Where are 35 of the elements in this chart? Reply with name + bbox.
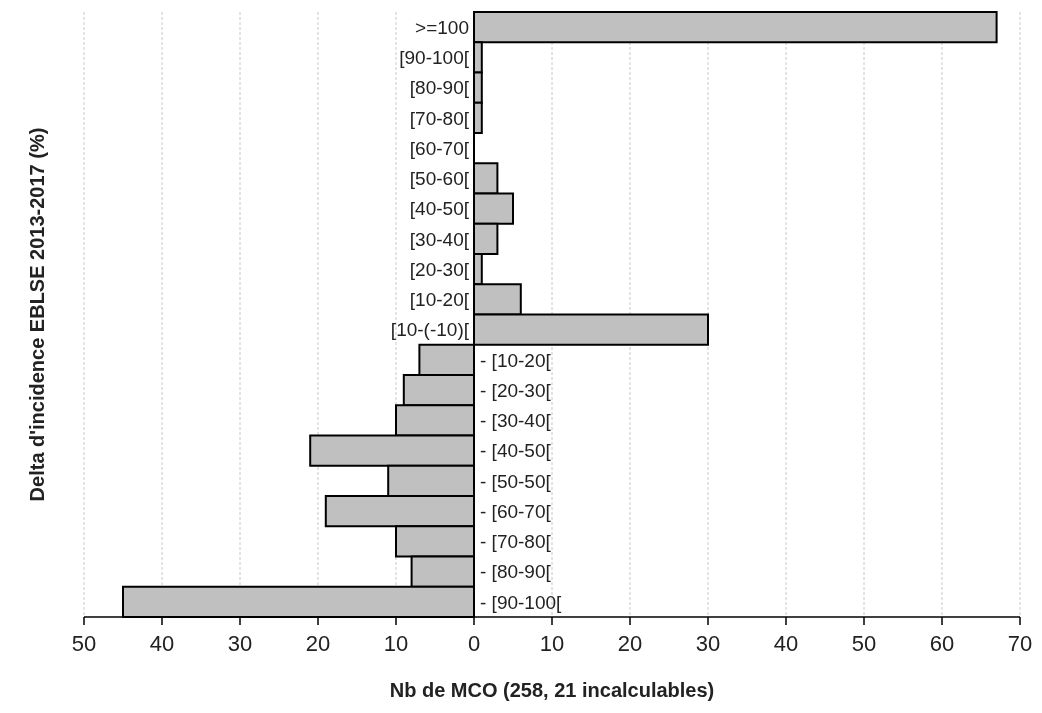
y-tick-label: - [60-70[ [480,500,552,522]
y-tick-label: [60-70[ [409,137,470,159]
x-tick-label: 30 [227,631,253,656]
x-tick-label: 20 [305,631,331,656]
y-tick-label: [10-(-10)[ [390,319,470,341]
y-tick-label: [90-100[ [399,47,470,69]
y-tick-label: - [20-30[ [480,379,552,401]
y-tick-label: - [50-50[ [480,470,552,492]
y-axis-title: Delta d'incidence EBLSE 2013-2017 (%) [26,127,48,502]
x-tick-label: 10 [383,631,409,656]
x-axis-title: Nb de MCO (258, 21 incalculables) [389,679,715,701]
x-tick-label: 0 [467,631,481,656]
y-tick-label: [70-80[ [409,107,470,129]
x-tick-label: 30 [695,631,721,656]
x-tick-label: 40 [149,631,175,656]
y-tick-label: - [40-50[ [480,440,552,462]
y-tick-label: [30-40[ [409,228,470,250]
y-tick-label: >=100 [415,16,469,38]
y-tick-label: - [90-100[ [480,591,563,613]
x-tick-label: 40 [773,631,799,656]
y-tick-label: - [70-80[ [480,531,552,553]
x-tick-label: 10 [539,631,565,656]
x-tick-label: 50 [71,631,97,656]
y-tick-label: - [80-90[ [480,561,552,583]
y-tick-label: [80-90[ [409,77,470,99]
y-tick-label: - [10-20[ [480,349,552,371]
y-tick-label: [20-30[ [409,258,470,280]
x-tick-label: 50 [851,631,877,656]
y-tick-label: [10-20[ [409,289,470,311]
y-tick-label: [50-60[ [409,168,470,190]
y-tick-label: [40-50[ [409,198,470,220]
x-tick-label: 70 [1007,631,1033,656]
x-tick-label: 20 [617,631,643,656]
y-tick-label: - [30-40[ [480,410,552,432]
x-tick-label: 60 [929,631,955,656]
